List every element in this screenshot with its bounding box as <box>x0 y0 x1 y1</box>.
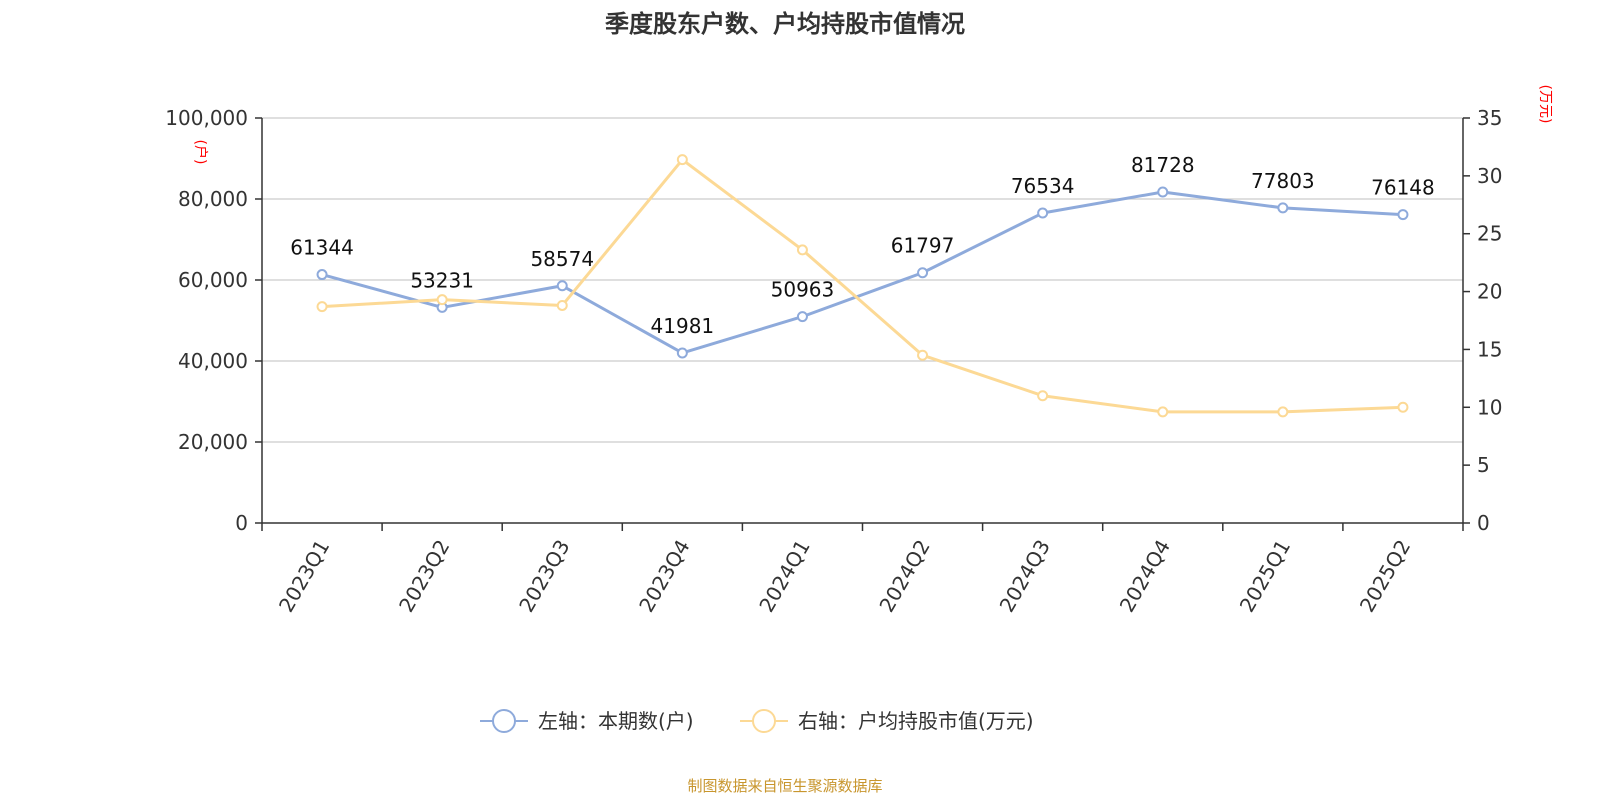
x-axis-label-2023Q4: 2023Q4 <box>634 536 694 617</box>
right-axis-tick-label-7: 35 <box>1477 106 1502 130</box>
series-0-point-2024Q3[interactable] <box>1037 207 1049 219</box>
series-0-point-2025Q2[interactable] <box>1397 209 1409 221</box>
data-label-2023Q1: 61344 <box>290 236 354 260</box>
series-1-point-2023Q2[interactable] <box>436 294 448 306</box>
series-0-point-2025Q1[interactable] <box>1277 202 1289 214</box>
series-1-point-2023Q4[interactable] <box>676 154 688 166</box>
series-line-0 <box>321 190 1404 355</box>
left-axis-tick-label-4: 80,000 <box>178 187 248 211</box>
legend-marker-1[interactable] <box>752 709 776 733</box>
x-axis-label-2024Q2: 2024Q2 <box>874 536 934 617</box>
series-0-point-2023Q3[interactable] <box>556 280 568 292</box>
series-1-point-2024Q3[interactable] <box>1037 390 1049 402</box>
axes: 0 20,000 40,000 60,000 80,000 100,000 (户) 0 5 10 1… <box>165 85 1553 617</box>
series-0-point-2024Q2[interactable] <box>917 267 929 279</box>
legend-marker-0[interactable] <box>492 709 516 733</box>
series-1-point-2024Q2[interactable] <box>917 349 929 361</box>
data-label-2024Q1: 50963 <box>771 278 835 302</box>
right-axis-unit: (万元) <box>1537 85 1553 124</box>
x-axis-label-2025Q2: 2025Q2 <box>1355 536 1415 617</box>
chart-title: 季度股东户数、户均持股市值情况 <box>605 10 965 38</box>
left-axis-tick-label-0: 0 <box>235 511 248 535</box>
gridlines <box>262 117 1463 443</box>
series-lines <box>316 154 1409 418</box>
x-axis-label-2023Q3: 2023Q3 <box>514 536 574 617</box>
legend[interactable]: 左轴：本期数(户) 右轴：户均持股市值(万元) <box>480 709 1034 733</box>
series-0-point-2023Q4[interactable] <box>676 347 688 359</box>
right-axis-tick-label-2: 10 <box>1477 395 1502 419</box>
data-label-2023Q4: 41981 <box>651 314 715 338</box>
data-label-2025Q1: 77803 <box>1251 169 1315 193</box>
series-1-point-2023Q1[interactable] <box>316 301 328 313</box>
data-label-2023Q2: 53231 <box>410 268 474 292</box>
series-line-1 <box>321 158 1404 414</box>
left-axis-tick-label-5: 100,000 <box>165 106 248 130</box>
data-label-2024Q4: 81728 <box>1131 153 1195 177</box>
data-label-2024Q3: 76534 <box>1011 174 1075 198</box>
x-axis-label-2024Q4: 2024Q4 <box>1115 536 1175 617</box>
right-axis-tick-label-3: 15 <box>1477 337 1502 361</box>
right-axis-tick-label-5: 25 <box>1477 222 1502 246</box>
data-label-2023Q3: 58574 <box>530 247 594 271</box>
series-1-point-2025Q2[interactable] <box>1397 401 1409 413</box>
legend-label-0[interactable]: 左轴：本期数(户) <box>538 709 694 733</box>
source-note: 制图数据来自恒生聚源数据库 <box>687 777 882 795</box>
right-axis-tick-label-1: 5 <box>1477 453 1490 477</box>
right-axis-tick-label-6: 30 <box>1477 164 1502 188</box>
x-axis-label-2023Q2: 2023Q2 <box>394 536 454 617</box>
series-1-point-2025Q1[interactable] <box>1277 406 1289 418</box>
left-axis-tick-label-3: 60,000 <box>178 268 248 292</box>
x-axis-label-2025Q1: 2025Q1 <box>1235 536 1295 617</box>
left-axis-tick-label-1: 20,000 <box>178 430 248 454</box>
x-axis-label-2024Q1: 2024Q1 <box>754 536 814 617</box>
data-label-2024Q2: 61797 <box>891 234 955 258</box>
series-0-point-2023Q1[interactable] <box>316 269 328 281</box>
x-axis-label-2024Q3: 2024Q3 <box>995 536 1055 617</box>
series-1-point-2024Q1[interactable] <box>796 244 808 256</box>
left-axis-unit: (户) <box>192 140 209 165</box>
right-axis-tick-label-4: 20 <box>1477 280 1502 304</box>
data-labels: 61344 53231 58574 41981 50963 61797 76534 81728… <box>290 153 1435 338</box>
left-axis-tick-label-2: 40,000 <box>178 349 248 373</box>
data-label-2025Q2: 76148 <box>1371 176 1435 200</box>
x-axis-label-2023Q1: 2023Q1 <box>274 536 334 617</box>
series-1-point-2023Q3[interactable] <box>556 299 568 311</box>
legend-label-1[interactable]: 右轴：户均持股市值(万元) <box>798 709 1034 733</box>
series-0-point-2024Q1[interactable] <box>796 311 808 323</box>
series-1-point-2024Q4[interactable] <box>1157 406 1169 418</box>
series-0-point-2024Q4[interactable] <box>1157 186 1169 198</box>
right-axis-tick-label-0: 0 <box>1477 511 1490 535</box>
